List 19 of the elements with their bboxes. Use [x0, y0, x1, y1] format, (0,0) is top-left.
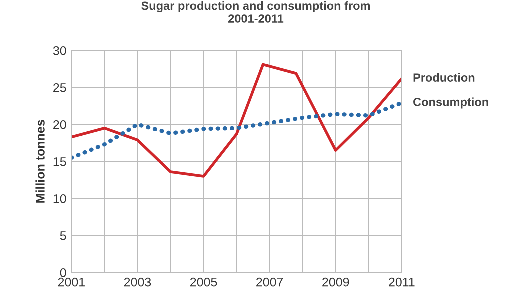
x-tick-label: 2003 [124, 278, 152, 287]
x-tick-label: 2009 [322, 278, 350, 287]
line-series [72, 63, 402, 178]
y-tick-label: 5 [60, 232, 66, 240]
line-series [72, 101, 402, 160]
x-tick-label: 2005 [190, 278, 218, 287]
x-tick-label: 2007 [256, 278, 284, 287]
y-axis-title: Million tonnes [36, 120, 45, 203]
series-label: Consumption [414, 98, 488, 109]
series-label: Production [414, 73, 475, 82]
x-tick-label: 2011 [389, 278, 415, 287]
y-tick-label: 25 [54, 83, 66, 92]
y-tick-label: 30 [53, 46, 66, 56]
x-tick-label: 2001 [58, 278, 85, 287]
y-tick-label: 0 [60, 268, 66, 278]
y-tick-label: 20 [54, 120, 66, 130]
chart-title: Sugar production and consumption from 2001-2011 [142, 1, 370, 23]
y-tick-label: 10 [54, 194, 66, 204]
y-tick-label: 15 [54, 158, 66, 166]
